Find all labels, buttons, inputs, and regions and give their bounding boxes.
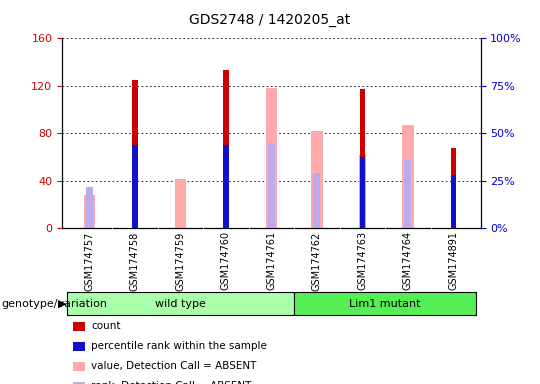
Bar — [84, 195, 95, 228]
Text: GDS2748 / 1420205_at: GDS2748 / 1420205_at — [190, 13, 350, 27]
Text: rank, Detection Call = ABSENT: rank, Detection Call = ABSENT — [91, 381, 252, 384]
Text: wild type: wild type — [155, 299, 206, 309]
FancyBboxPatch shape — [66, 292, 294, 316]
Bar — [450, 148, 456, 228]
Bar — [360, 157, 365, 228]
Bar — [360, 89, 365, 228]
Text: value, Detection Call = ABSENT: value, Detection Call = ABSENT — [91, 361, 256, 371]
Bar — [223, 71, 228, 228]
Text: Lim1 mutant: Lim1 mutant — [349, 299, 421, 309]
Bar — [311, 131, 322, 228]
Bar — [174, 179, 186, 228]
Bar — [132, 80, 138, 228]
Bar — [402, 125, 414, 228]
Text: genotype/variation: genotype/variation — [1, 299, 107, 309]
Text: count: count — [91, 321, 121, 331]
Bar — [268, 143, 275, 228]
Bar — [359, 155, 366, 228]
Text: ▶: ▶ — [58, 299, 66, 309]
Bar — [313, 173, 320, 228]
Bar — [404, 160, 411, 228]
FancyBboxPatch shape — [294, 292, 476, 316]
Bar — [132, 145, 138, 228]
Text: percentile rank within the sample: percentile rank within the sample — [91, 341, 267, 351]
Bar — [223, 145, 228, 228]
Bar — [266, 88, 277, 228]
Bar — [450, 175, 456, 228]
Bar — [86, 187, 93, 228]
